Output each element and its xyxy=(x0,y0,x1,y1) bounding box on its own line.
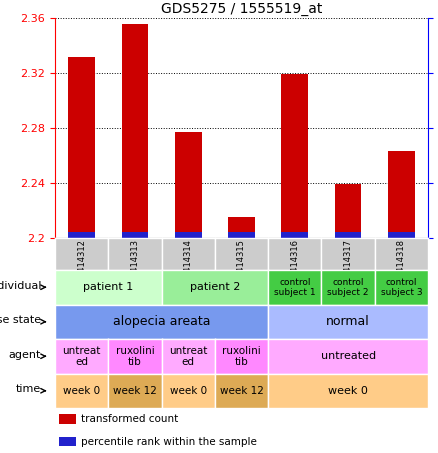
Text: ruxolini
tib: ruxolini tib xyxy=(116,346,154,366)
Text: week 0: week 0 xyxy=(63,386,100,396)
Text: patient 2: patient 2 xyxy=(190,282,240,292)
Text: week 12: week 12 xyxy=(219,386,263,396)
Title: GDS5275 / 1555519_at: GDS5275 / 1555519_at xyxy=(161,1,322,15)
Bar xyxy=(388,232,415,238)
Text: GSM1414318: GSM1414318 xyxy=(397,239,406,294)
Bar xyxy=(68,57,95,238)
Bar xyxy=(68,232,95,238)
Text: transformed count: transformed count xyxy=(81,414,178,424)
Bar xyxy=(335,232,361,238)
Text: time: time xyxy=(16,384,41,394)
Bar xyxy=(228,217,255,238)
Text: ruxolini
tib: ruxolini tib xyxy=(222,346,261,366)
Bar xyxy=(282,232,308,238)
Text: week 0: week 0 xyxy=(170,386,207,396)
Bar xyxy=(122,24,148,238)
Text: control
subject 3: control subject 3 xyxy=(381,278,422,297)
Text: percentile rank within the sample: percentile rank within the sample xyxy=(81,437,257,447)
Text: GSM1414313: GSM1414313 xyxy=(131,239,139,294)
Text: untreated: untreated xyxy=(321,351,376,361)
Text: control
subject 1: control subject 1 xyxy=(274,278,316,297)
Bar xyxy=(122,232,148,238)
Text: control
subject 2: control subject 2 xyxy=(327,278,369,297)
Bar xyxy=(282,74,308,238)
Text: GSM1414317: GSM1414317 xyxy=(343,239,353,294)
Text: individual: individual xyxy=(0,280,41,290)
Text: untreat
ed: untreat ed xyxy=(169,346,208,366)
Text: GSM1414312: GSM1414312 xyxy=(77,239,86,294)
Bar xyxy=(228,232,255,238)
Text: week 0: week 0 xyxy=(328,386,368,396)
Bar xyxy=(59,414,75,424)
Text: GSM1414315: GSM1414315 xyxy=(237,239,246,294)
Text: disease state: disease state xyxy=(0,315,41,325)
Bar xyxy=(59,437,75,446)
Bar xyxy=(388,151,415,238)
Text: week 12: week 12 xyxy=(113,386,157,396)
Text: alopecia areata: alopecia areata xyxy=(113,315,210,328)
Bar xyxy=(335,184,361,238)
Text: GSM1414314: GSM1414314 xyxy=(184,239,193,294)
Text: untreat
ed: untreat ed xyxy=(63,346,101,366)
Bar xyxy=(175,232,201,238)
Text: agent: agent xyxy=(9,350,41,360)
Text: patient 1: patient 1 xyxy=(83,282,134,292)
Text: GSM1414316: GSM1414316 xyxy=(290,239,299,294)
Bar xyxy=(175,132,201,238)
Text: normal: normal xyxy=(326,315,370,328)
